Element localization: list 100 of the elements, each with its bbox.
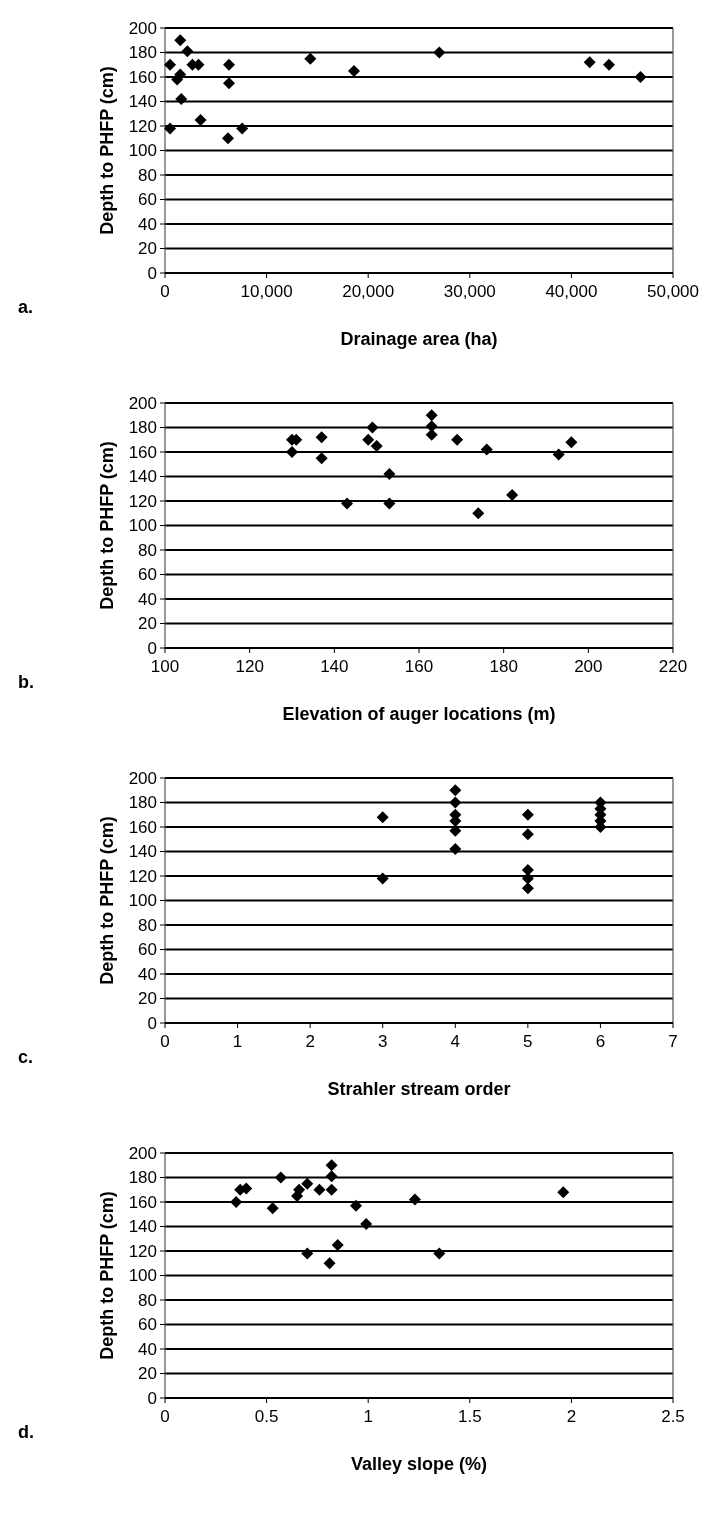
point [602, 58, 615, 71]
point [286, 446, 298, 458]
point [341, 497, 354, 510]
point [449, 796, 462, 809]
y-tick-label: 200 [128, 768, 157, 788]
x-tick-label: 7 [668, 1032, 678, 1051]
point [370, 439, 383, 452]
point [164, 58, 177, 71]
y-tick-label: 180 [128, 1168, 157, 1188]
y-tick-label: 100 [128, 891, 157, 911]
y-tick-label: 200 [128, 393, 157, 413]
x-tick-label: 30,000 [443, 282, 496, 301]
x-axis-title: Valley slope (%) [350, 1454, 488, 1474]
text: a. [18, 297, 34, 317]
point [315, 452, 328, 465]
y-tick-label: 60 [138, 190, 157, 210]
y-tick-label: 80 [138, 165, 157, 185]
x-tick-label: 4 [450, 1032, 461, 1051]
y-tick-label: 200 [128, 18, 157, 38]
point [347, 64, 360, 77]
point [521, 863, 534, 876]
y-tick-label: 40 [138, 964, 157, 984]
y-tick-label: 160 [128, 1192, 157, 1212]
point [223, 77, 236, 90]
point [325, 1170, 338, 1183]
point [449, 784, 462, 797]
point [383, 497, 396, 510]
y-axis-title: Depth to PHFP (cm) [97, 816, 117, 985]
x-tick-label: 2.5 [661, 1407, 685, 1426]
x-tick-label: 0.5 [254, 1407, 279, 1426]
point [583, 56, 596, 69]
y-tick-label: 40 [138, 589, 157, 609]
y-tick-label: 100 [128, 1266, 157, 1286]
y-axis-title: Depth to PHFP (cm) [97, 441, 117, 610]
y-tick-label: 120 [128, 1241, 157, 1261]
point [181, 45, 194, 58]
y-tick-label: 40 [138, 1339, 157, 1359]
point [366, 421, 379, 434]
point [408, 1193, 421, 1206]
x-tick-label: 5 [523, 1032, 533, 1051]
point [223, 58, 236, 71]
y-tick-label: 20 [138, 239, 157, 259]
y-axis-title: Depth to PHFP (cm) [97, 1191, 117, 1360]
y-tick-label: 80 [138, 915, 157, 935]
x-tick-label: 0 [160, 282, 170, 301]
point [350, 1199, 363, 1212]
point [521, 828, 534, 841]
point [634, 71, 647, 83]
y-tick-label: 60 [138, 1315, 157, 1335]
point [449, 824, 462, 837]
x-tick-label: 180 [489, 657, 518, 676]
point [236, 122, 249, 135]
point [472, 507, 485, 520]
point [425, 409, 438, 422]
y-axis-title: Depth to PHFP (cm) [97, 66, 117, 235]
x-tick-label: 1.5 [457, 1407, 482, 1426]
y-tick-label: 40 [138, 214, 157, 234]
y-tick-label: 60 [138, 940, 157, 960]
point [506, 488, 519, 501]
point [360, 1218, 373, 1231]
x-tick-label: 0 [160, 1032, 170, 1051]
x-tick-label: 50,000 [647, 282, 699, 301]
y-tick-label: 80 [138, 540, 157, 560]
point [521, 882, 534, 895]
point [383, 468, 396, 481]
y-tick-label: 140 [128, 467, 157, 487]
point [274, 1171, 287, 1184]
x-tick-label: 10,000 [240, 282, 293, 301]
point [376, 811, 389, 824]
y-tick-label: 100 [128, 141, 157, 161]
point [313, 1183, 326, 1196]
text: c. [18, 1047, 34, 1067]
point [301, 1247, 314, 1260]
y-tick-label: 20 [138, 989, 157, 1009]
y-tick-label: 160 [128, 67, 157, 87]
point [194, 113, 207, 126]
point [301, 1177, 314, 1190]
x-tick-label: 3 [377, 1032, 388, 1051]
point [521, 808, 534, 821]
x-tick-label: 140 [320, 657, 349, 676]
y-tick-label: 0 [147, 1013, 157, 1033]
point [323, 1257, 336, 1270]
x-tick-label: 200 [574, 657, 603, 676]
x-tick-label: 1 [232, 1032, 243, 1051]
x-axis-title: Strahler stream order [327, 1079, 511, 1099]
point [451, 433, 464, 446]
x-tick-label: 6 [595, 1032, 606, 1051]
point [175, 93, 188, 106]
point [552, 448, 565, 461]
x-axis-title: Elevation of auger locations (m) [282, 704, 556, 724]
text: b. [18, 672, 34, 692]
point [362, 433, 375, 446]
y-tick-label: 20 [138, 614, 157, 634]
y-tick-label: 80 [138, 1290, 157, 1310]
point [315, 431, 328, 444]
y-tick-label: 200 [128, 1143, 157, 1163]
y-tick-label: 60 [138, 565, 157, 585]
point [174, 34, 187, 47]
y-tick-label: 140 [128, 92, 157, 112]
y-tick-label: 0 [147, 263, 157, 283]
